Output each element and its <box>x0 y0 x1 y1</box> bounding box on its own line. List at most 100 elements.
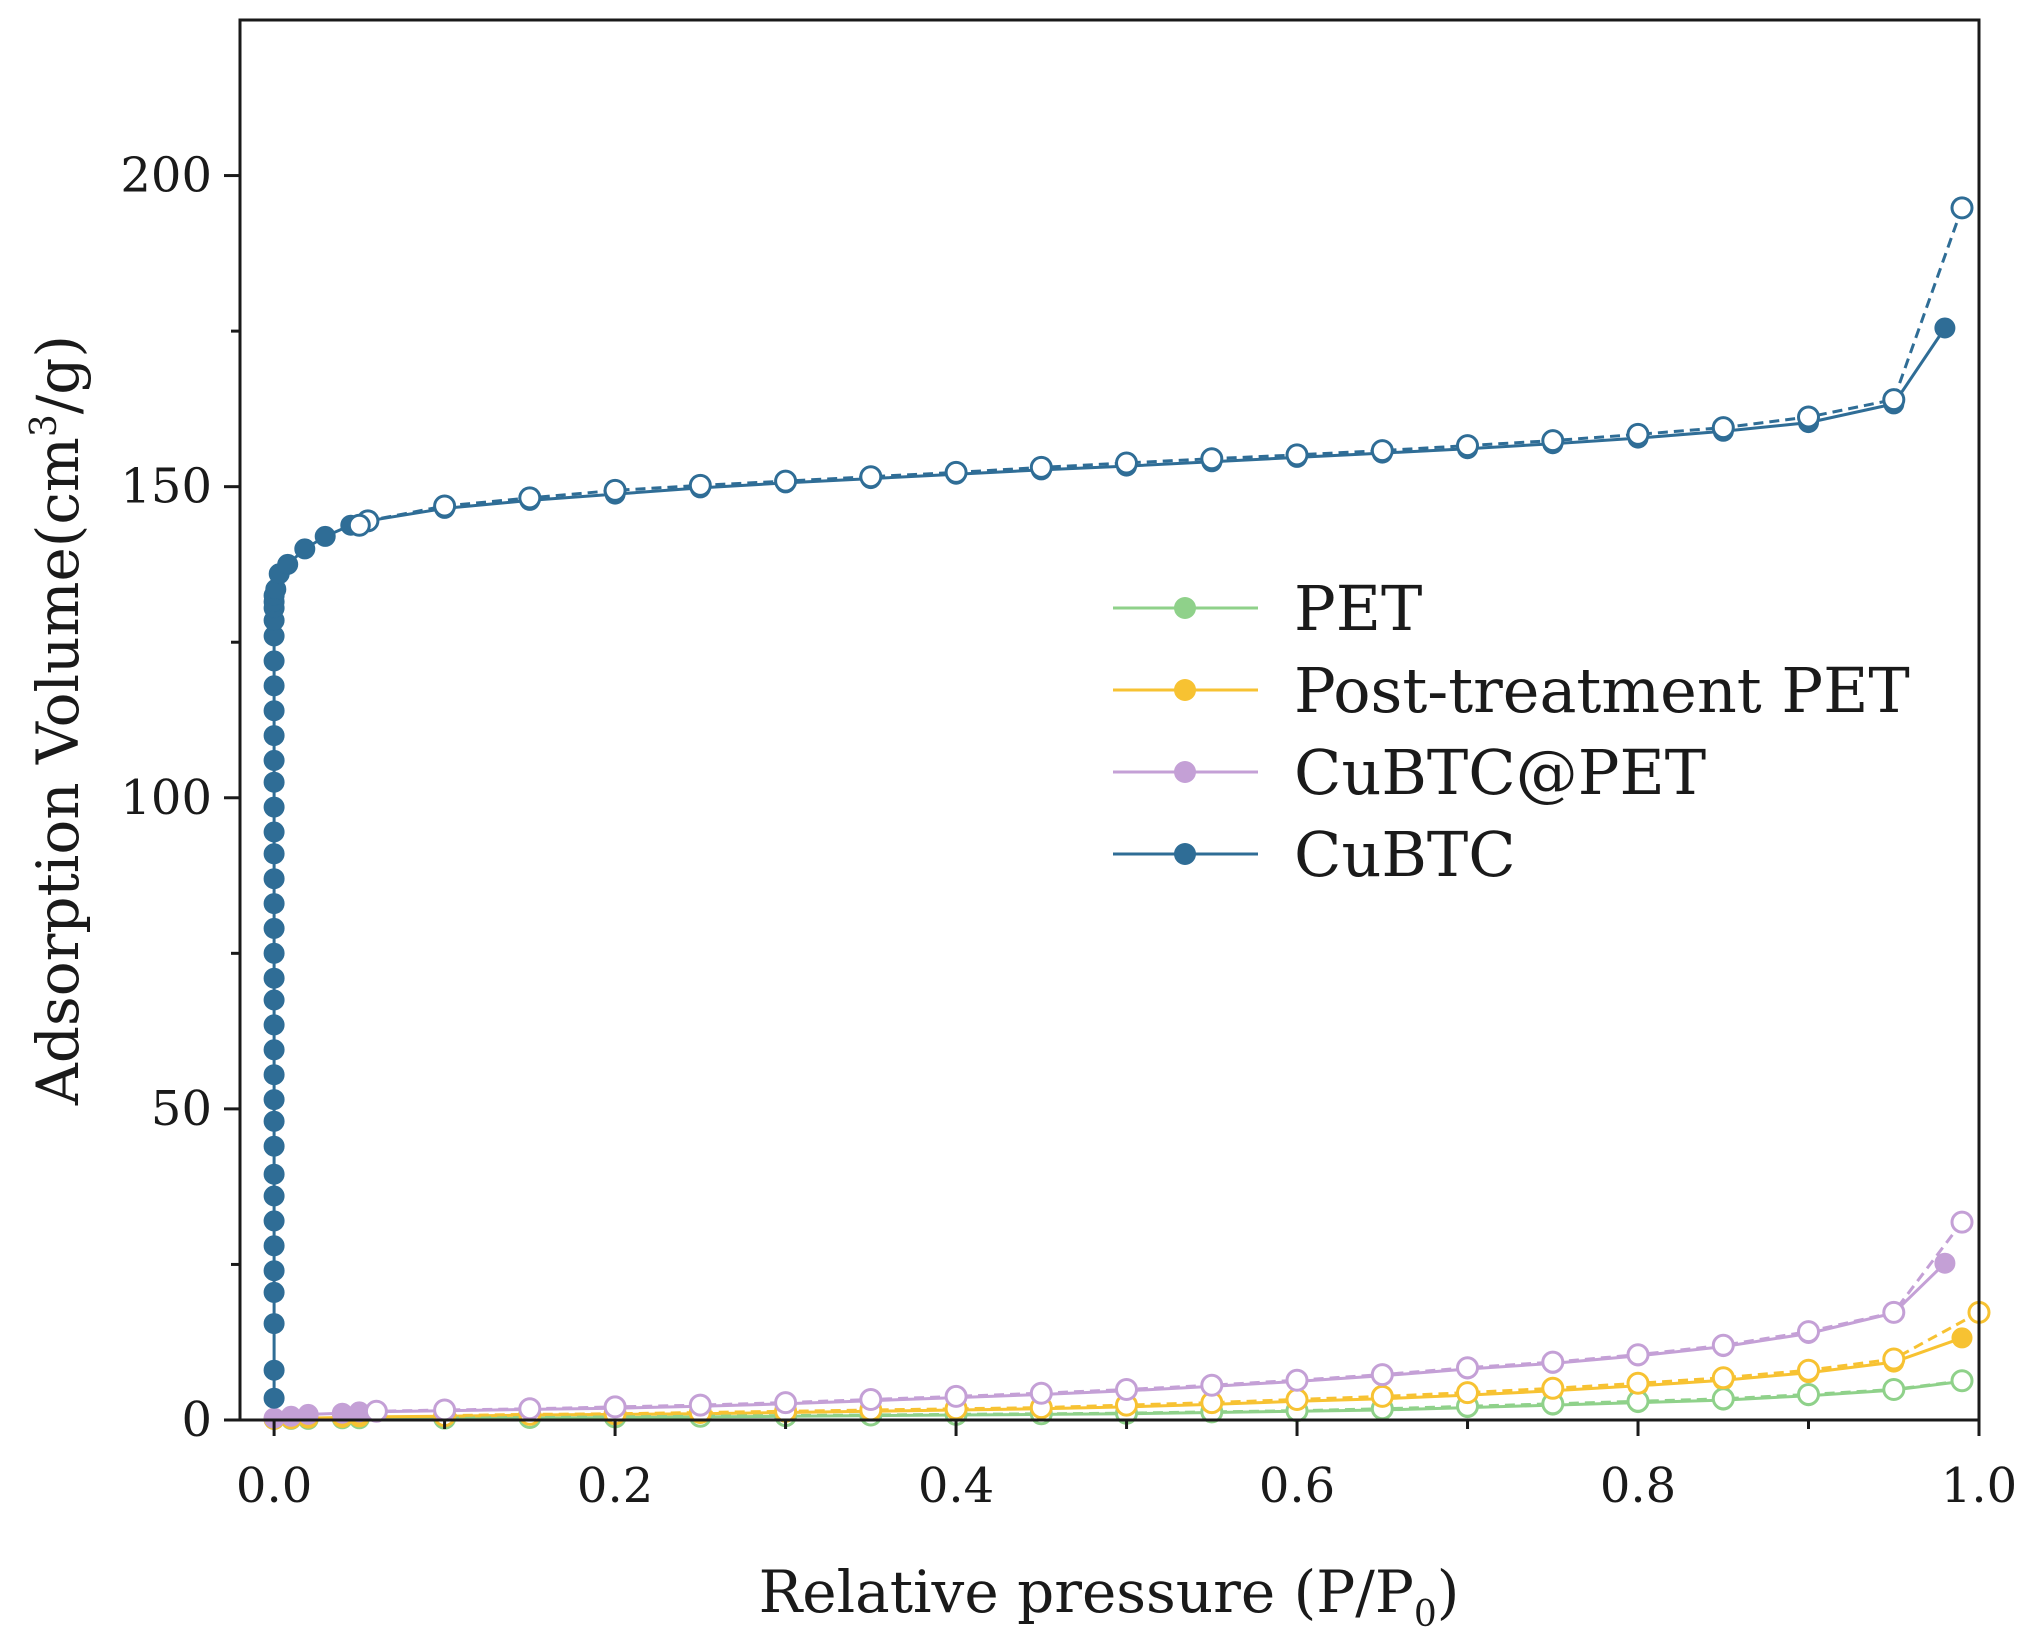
series-cubtc-adsorption-point <box>263 1163 285 1185</box>
series-cubtc-desorption-point <box>1200 447 1224 471</box>
series-cubtc-adsorption-point <box>263 1260 285 1282</box>
series-cubtc-adsorption-point <box>263 749 285 771</box>
series-cubtc-pet-adsorption-point <box>1934 1252 1956 1274</box>
legend-label-cubtc: CuBTC <box>1294 818 1516 891</box>
series-cubtc-pet-desorption-point <box>1200 1373 1224 1397</box>
series-pet-desorption-point <box>1882 1378 1906 1401</box>
series-pet-desorption-point <box>1950 1369 1974 1393</box>
y-tick-label: 100 <box>120 770 212 826</box>
x-tick-label: 0.6 <box>1259 1458 1335 1514</box>
series-cubtc-adsorption-point <box>1934 317 1956 339</box>
series-cubtc-adsorption-point <box>263 1064 285 1086</box>
series-cubtc-desorption-point <box>1115 451 1138 475</box>
series-cubtc-pet-desorption-point <box>774 1391 798 1415</box>
series-cubtc-pet-desorption-point <box>1950 1210 1974 1234</box>
series-cubtc-adsorption-point <box>263 1313 285 1335</box>
series-cubtc-desorption-point <box>1711 416 1735 440</box>
x-axis-title: Relative pressure (P/P0) <box>759 1558 1460 1635</box>
series-cubtc-adsorption-point <box>263 771 285 793</box>
series-cubtc-desorption-point <box>518 486 542 510</box>
series-cubtc-adsorption-point <box>263 1110 285 1132</box>
series-post-treatment-pet-desorption-point <box>1797 1358 1820 1382</box>
series-cubtc-desorption-point <box>774 469 798 493</box>
series-cubtc-adsorption-point <box>263 1387 285 1409</box>
x-tick-label: 0.4 <box>918 1458 994 1514</box>
x-tick-label: 0.2 <box>577 1458 653 1514</box>
legend-marker-post-treatment-pet <box>1174 679 1196 701</box>
series-cubtc-desorption-point <box>1797 405 1820 429</box>
series-cubtc-desorption-point <box>1456 434 1479 458</box>
series-cubtc-pet-desorption-line <box>376 1221 1964 1413</box>
x-tick-label: 1.0 <box>1941 1458 2017 1514</box>
series-cubtc-pet-desorption-point <box>1115 1378 1138 1401</box>
series-cubtc-desorption-point <box>1950 196 1974 220</box>
series-cubtc-adsorption-point <box>263 893 285 915</box>
x-axis-title-subscript: 0 <box>1414 1594 1437 1635</box>
series-cubtc-pet-desorption-point <box>1797 1320 1820 1344</box>
series-post-treatment-pet-desorption-point <box>1541 1376 1565 1400</box>
series-post-treatment-pet-desorption-point <box>1882 1347 1906 1371</box>
series-cubtc-adsorption-point <box>277 553 299 575</box>
series-cubtc-pet-desorption-point <box>433 1398 457 1422</box>
series-cubtc-desorption-point <box>347 513 371 537</box>
y-tick-label: 0 <box>181 1392 212 1448</box>
series-cubtc-pet-desorption-point <box>859 1388 883 1411</box>
series-cubtc-pet-desorption-point <box>688 1393 712 1417</box>
series-cubtc-adsorption-point <box>263 1039 285 1061</box>
series-cubtc-desorption-point <box>1370 439 1394 463</box>
series-cubtc-desorption-point <box>688 473 712 497</box>
series-cubtc-adsorption-point <box>263 1089 285 1111</box>
series-cubtc-adsorption-point <box>263 1185 285 1207</box>
series-cubtc-adsorption-point <box>263 725 285 747</box>
series-cubtc-pet-desorption-point <box>1285 1368 1309 1392</box>
series-cubtc-adsorption-point <box>263 1359 285 1381</box>
series-layer <box>263 196 1991 1430</box>
series-cubtc-pet-desorption-point <box>1370 1363 1394 1387</box>
x-tick-label: 0.8 <box>1600 1458 1676 1514</box>
series-cubtc-desorption-point <box>1541 429 1565 453</box>
series-cubtc-adsorption-point <box>263 821 285 843</box>
y-tick-label: 200 <box>120 148 212 204</box>
series-cubtc-adsorption-point <box>263 650 285 672</box>
series-post-treatment-pet-desorption-point <box>1285 1388 1309 1411</box>
series-pet-desorption-point <box>1797 1383 1820 1406</box>
series-cubtc-desorption-point <box>1882 388 1906 412</box>
y-tick-label: 150 <box>120 459 212 515</box>
plot-frame <box>238 18 1981 1422</box>
ticks-layer: 0.0 0.2 0.4 0.6 0.8 1.0 0 50 100 150 200 <box>120 148 2017 1514</box>
y-axis-title-superscript: 3 <box>24 414 65 437</box>
series-post-treatment-pet-desorption-point <box>1711 1366 1735 1390</box>
legend-marker-cubtc <box>1174 843 1196 865</box>
series-cubtc-desorption-point <box>433 494 457 518</box>
legend-label-post-treatment-pet: Post-treatment PET <box>1294 654 1910 727</box>
y-axis-title: Adsorption Volume(cm3/g) <box>24 335 92 1106</box>
series-cubtc-pet-desorption-point <box>364 1399 388 1423</box>
series-post-treatment-pet-desorption-point <box>1370 1384 1394 1408</box>
series-cubtc-pet-desorption-point <box>944 1384 968 1408</box>
series-cubtc-pet-desorption-point <box>1626 1343 1650 1367</box>
series-cubtc-adsorption-point <box>263 1210 285 1232</box>
series-cubtc-pet-desorption-point <box>1711 1333 1735 1357</box>
series-cubtc-adsorption-point <box>263 868 285 890</box>
series-cubtc-pet-desorption-point <box>1882 1300 1906 1324</box>
series-cubtc-adsorption-point <box>263 967 285 989</box>
series-cubtc-adsorption-point <box>263 843 285 865</box>
series-post-treatment-pet-desorption-point <box>1626 1371 1650 1395</box>
series-cubtc-pet-desorption-point <box>1541 1350 1565 1374</box>
series-cubtc-pet-desorption-point <box>1456 1356 1479 1380</box>
series-cubtc-adsorption-point <box>263 989 285 1011</box>
series-cubtc-desorption-point <box>1029 455 1053 479</box>
series-cubtc-adsorption-point <box>263 1014 285 1036</box>
series-post-treatment-pet-adsorption-point <box>1951 1327 1973 1349</box>
series-cubtc-adsorption-point <box>294 538 316 560</box>
series-cubtc-desorption-point <box>1626 422 1650 446</box>
series-cubtc-adsorption-point <box>263 675 285 697</box>
legend-marker-pet <box>1174 597 1196 619</box>
series-cubtc-desorption-line <box>358 207 1964 527</box>
series-cubtc-desorption-point <box>1285 443 1309 467</box>
series-cubtc-adsorption-point <box>263 917 285 939</box>
series-cubtc-desorption-point <box>944 460 968 484</box>
series-cubtc-pet-desorption-point <box>518 1397 542 1421</box>
